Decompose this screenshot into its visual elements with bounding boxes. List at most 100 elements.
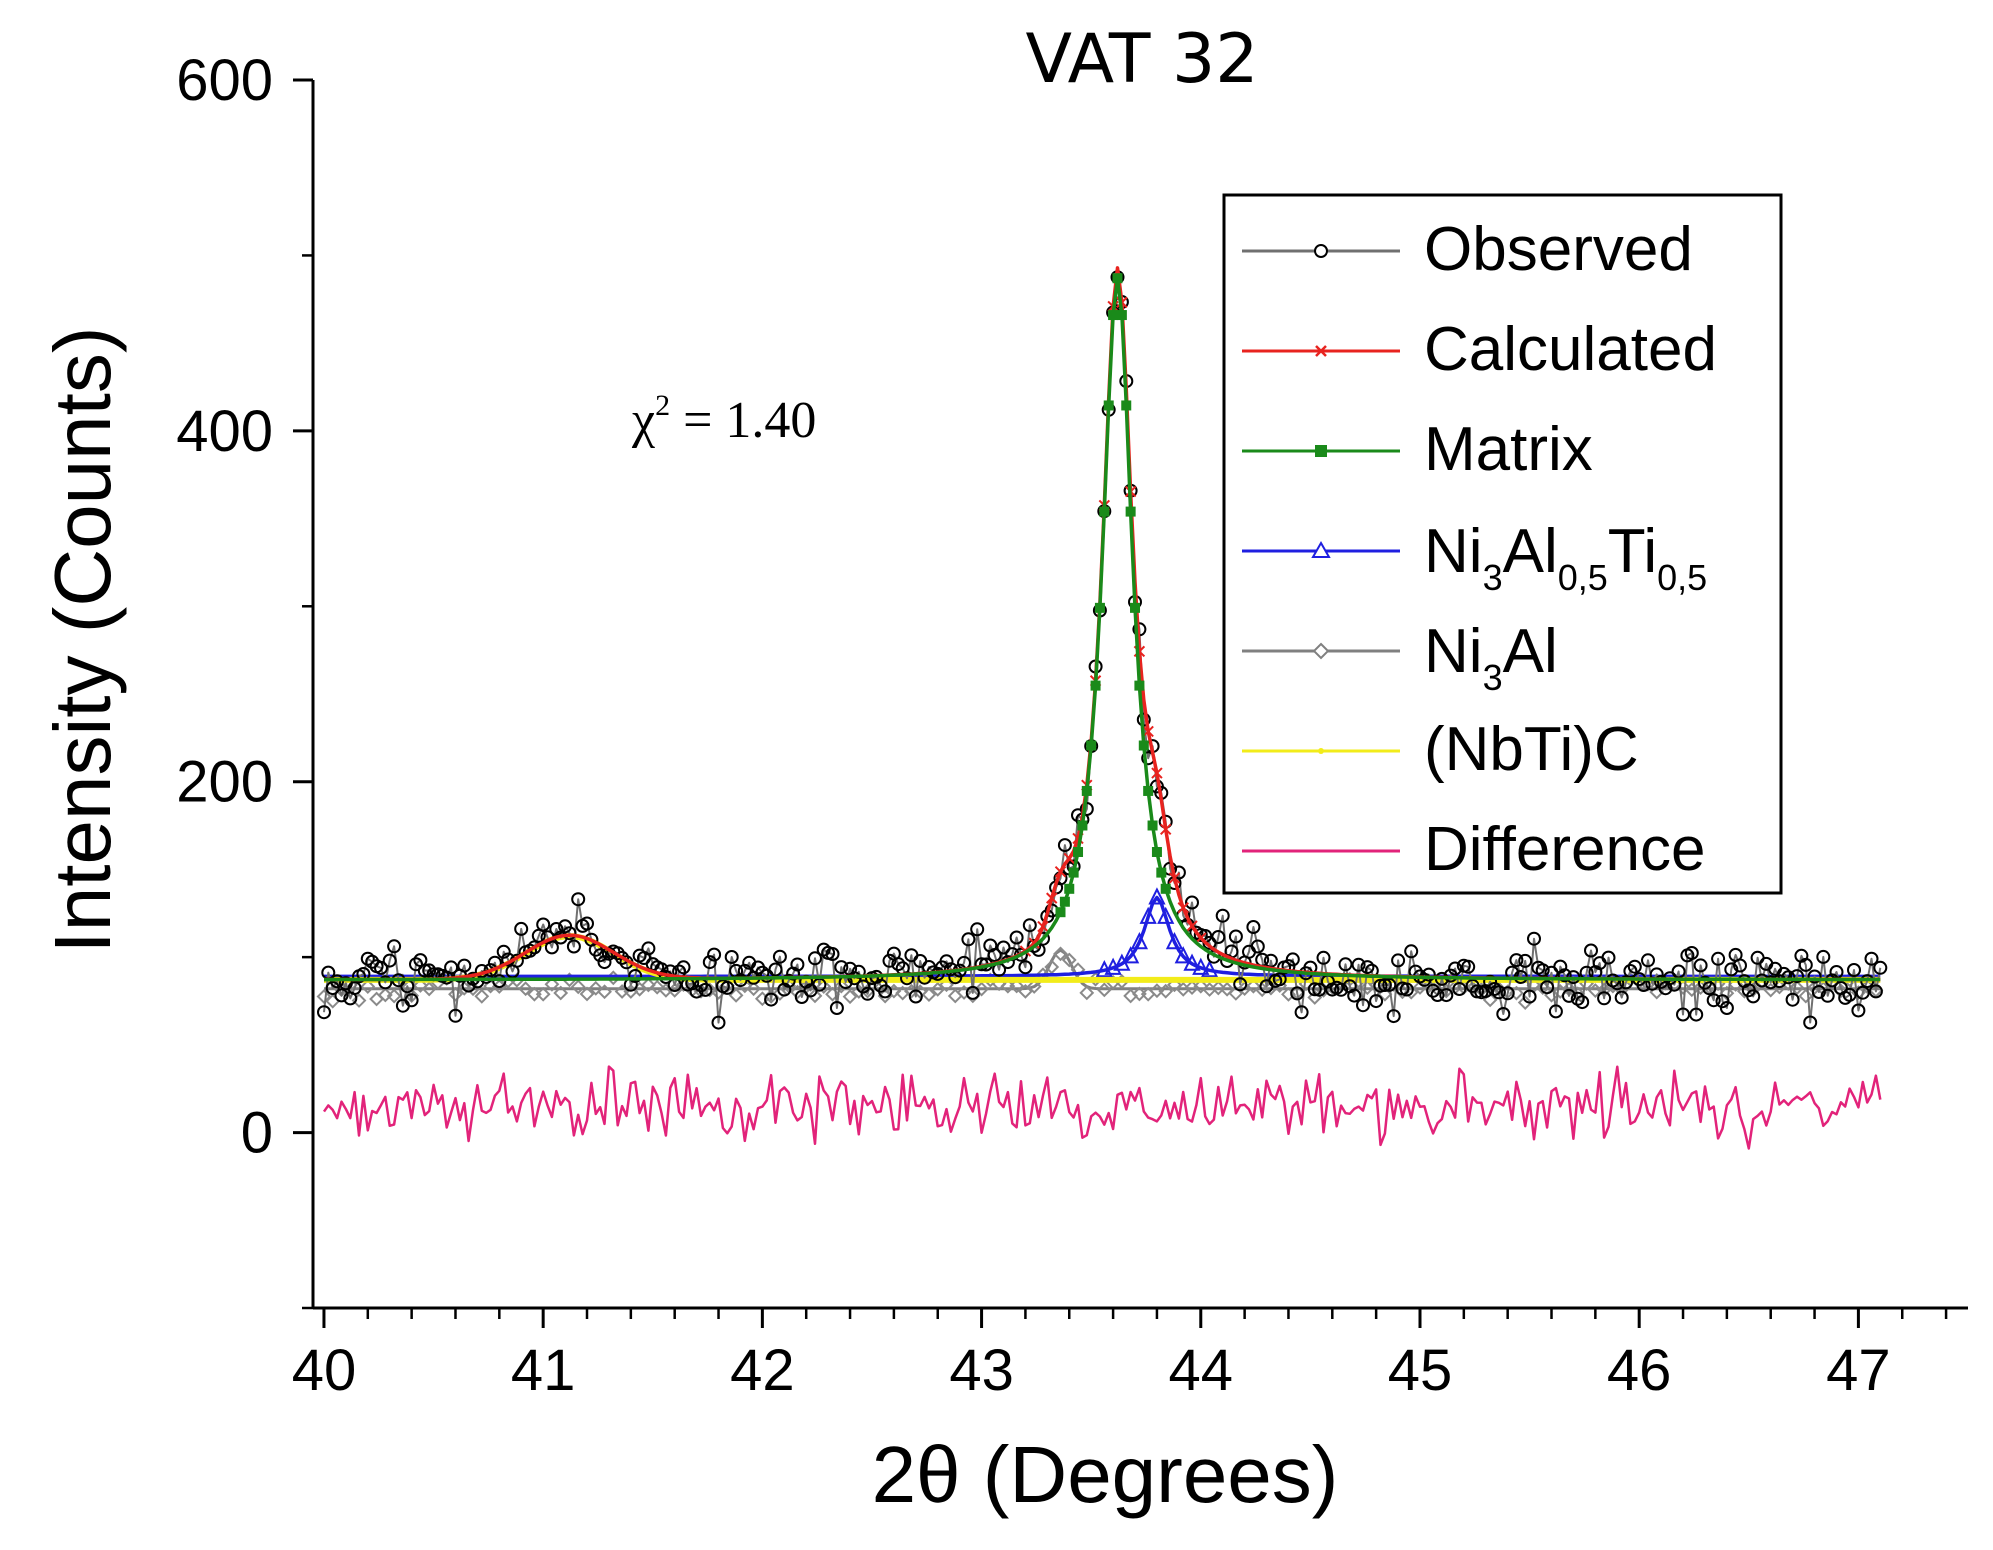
series-ni3al05ti05-marker: [1148, 887, 1166, 905]
series-observed-marker: [1790, 969, 1804, 984]
series-matrix-marker: [1059, 896, 1070, 907]
series-observed-marker: [856, 979, 871, 994]
series-observed-marker: [724, 950, 739, 964]
y-ticks: 0 200 400 600: [176, 48, 313, 1310]
series-observed-marker: [825, 947, 840, 961]
series-observed-marker: [1452, 982, 1467, 996]
chi-value: = 1.40: [670, 392, 816, 449]
series-calculated-marker: [1151, 767, 1163, 779]
legend-label-ni3al: Ni3Al: [1424, 617, 1558, 698]
series-observed-marker: [641, 941, 656, 956]
series-ni3al-marker: [1228, 985, 1244, 1001]
series-observed-marker: [1689, 1007, 1704, 1022]
series-ni3al-marker: [1517, 995, 1533, 1010]
series-matrix-marker: [1103, 400, 1114, 411]
series-observed-marker: [1781, 970, 1796, 985]
series-ni3al-marker: [535, 986, 551, 1002]
series-observed-marker: [1290, 986, 1305, 1001]
series-matrix-marker: [1151, 847, 1162, 858]
series-observed-marker: [1509, 953, 1524, 968]
legend-marker-ni3al05ti05: [1311, 540, 1331, 558]
x-tick-label: 42: [730, 1338, 795, 1403]
series-observed-marker: [1527, 931, 1541, 946]
series-observed-marker: [615, 950, 630, 965]
series-matrix-marker: [1112, 273, 1123, 284]
legend-label-observed: Observed: [1424, 215, 1693, 284]
series-observed-marker: [961, 932, 976, 947]
series-ni3al-marker: [1079, 985, 1095, 1001]
y-tick-label: 600: [176, 48, 273, 113]
series-observed-marker: [1719, 1001, 1734, 1015]
series-observed-marker: [1711, 951, 1726, 966]
series-ni3al-marker: [974, 981, 989, 997]
series-matrix-marker: [1156, 867, 1167, 878]
series-difference-line: [322, 1065, 1882, 1150]
series-calculated-marker: [1054, 865, 1067, 878]
series-observed-marker: [1211, 930, 1226, 944]
series-observed-marker: [1763, 975, 1778, 990]
series-calculated-marker: [1160, 823, 1172, 836]
series-ni3al-marker: [377, 987, 393, 1003]
series-ni3al-marker: [1026, 979, 1042, 994]
x-tick-label: 46: [1607, 1338, 1672, 1403]
series-matrix-marker: [1143, 785, 1154, 796]
series-observed-marker: [1386, 1009, 1401, 1024]
series-observed-marker: [1724, 962, 1739, 977]
series-observed-marker: [1811, 985, 1826, 999]
y-tick-label: 400: [176, 399, 273, 464]
x-tick-label: 44: [1169, 1338, 1234, 1403]
series-ni3al-marker: [877, 988, 893, 1004]
series-observed-marker: [1233, 977, 1248, 992]
series-observed-marker: [1597, 991, 1612, 1006]
series-observed-marker: [1022, 918, 1037, 933]
legend-box: [1222, 193, 1783, 895]
chi-square-annotation: χ2 = 1.40: [631, 389, 816, 449]
series-observed-marker: [1518, 953, 1533, 968]
series-ni3al-marker: [965, 988, 981, 1004]
series-observed-marker: [908, 989, 923, 1004]
series-observed-marker: [1294, 1005, 1309, 1020]
series-observed-marker: [382, 953, 397, 968]
series-ni3al-marker: [421, 981, 437, 997]
series-ni3al-marker: [316, 989, 332, 1004]
series-observed-marker: [492, 974, 507, 989]
series-observed-marker: [1851, 1003, 1866, 1018]
series-ni3al05ti05-marker: [1122, 946, 1140, 964]
series-observed-marker: [1377, 978, 1392, 992]
series-observed-marker: [970, 922, 985, 937]
series-ni3al-marker: [1798, 988, 1814, 1004]
series-ni3al-marker: [1053, 946, 1068, 962]
series-matrix-marker: [1116, 310, 1127, 321]
series-observed-marker: [1873, 960, 1888, 975]
series-ni3al-marker: [570, 979, 586, 995]
series-observed-marker: [860, 986, 875, 1001]
series-observed-marker: [1627, 959, 1642, 974]
series-observed-marker: [1676, 1007, 1690, 1022]
series-ni3al05ti05-line: [324, 895, 1881, 979]
series-observed-marker: [1356, 998, 1370, 1013]
series-matrix-marker: [1064, 883, 1075, 894]
y-tick-label: 200: [176, 750, 273, 815]
series-observed-marker: [808, 951, 822, 966]
series-observed-marker: [1391, 953, 1406, 968]
series-observed-marker: [1535, 963, 1550, 978]
series-observed-marker: [1316, 950, 1331, 965]
series-observed-marker: [1338, 957, 1353, 972]
series-matrix-marker: [1160, 883, 1171, 894]
chi-superscript: 2: [655, 389, 670, 422]
legend-marker-ni3al: [1312, 642, 1330, 660]
series-observed-marker: [457, 958, 472, 973]
series-observed-marker: [580, 916, 594, 931]
series-observed-marker: [571, 892, 586, 907]
series-observed-marker: [965, 985, 980, 1000]
series-observed-marker: [1746, 989, 1761, 1004]
series-observed-marker: [1623, 964, 1638, 978]
series-ni3al-marker: [1009, 978, 1025, 994]
series-ni3al-marker: [640, 977, 656, 993]
series-observed-marker: [720, 980, 735, 995]
series-observed-marker: [404, 993, 419, 1008]
series-observed-marker: [1421, 967, 1436, 982]
legend: Observed Calculated Matrix Ni3Al0,5Ti0,5…: [1222, 193, 1783, 895]
plot-series: [316, 266, 1888, 1150]
